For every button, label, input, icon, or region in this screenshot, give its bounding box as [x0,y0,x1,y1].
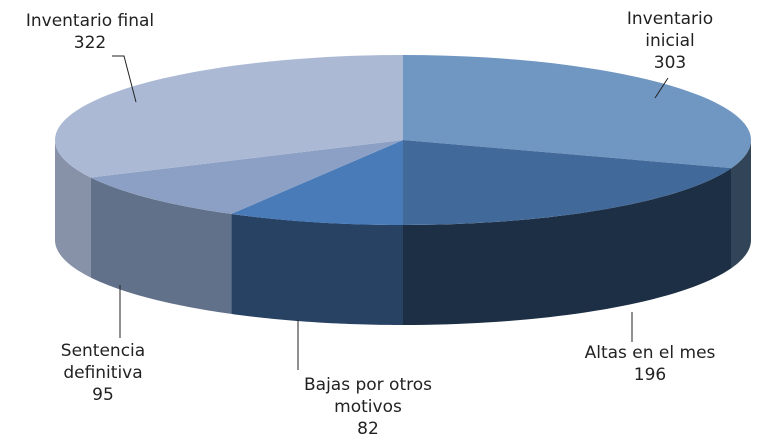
category-label: Bajas por otros motivos [303,375,432,417]
value-label: 303 [653,53,687,73]
category-label: Sentencia definitiva [60,341,146,383]
data-label: Sentencia definitiva 95 [28,340,178,406]
slice-side [231,213,403,325]
category-label: Inventario inicial [626,9,714,51]
slice [54,55,403,178]
category-label: Altas en el mes [584,343,716,363]
slice-side [55,140,91,278]
data-label: Inventario final 322 [0,10,180,54]
leader-line [654,77,669,99]
data-label: Bajas por otros motivos 82 [283,374,453,440]
value-label: 196 [633,365,667,385]
leader-line [112,55,137,103]
slice-side [90,177,232,314]
slice [403,55,751,169]
value-label: 322 [73,33,107,53]
slice-side [731,140,751,269]
slice-side [403,168,732,325]
slice [231,140,403,225]
slice [90,140,404,214]
value-label: 95 [92,385,114,405]
slice [403,140,732,225]
value-label: 82 [357,419,379,439]
category-label: Inventario final [25,11,155,31]
data-label: Inventario inicial 303 [605,8,735,74]
data-label: Altas en el mes 196 [560,342,740,386]
